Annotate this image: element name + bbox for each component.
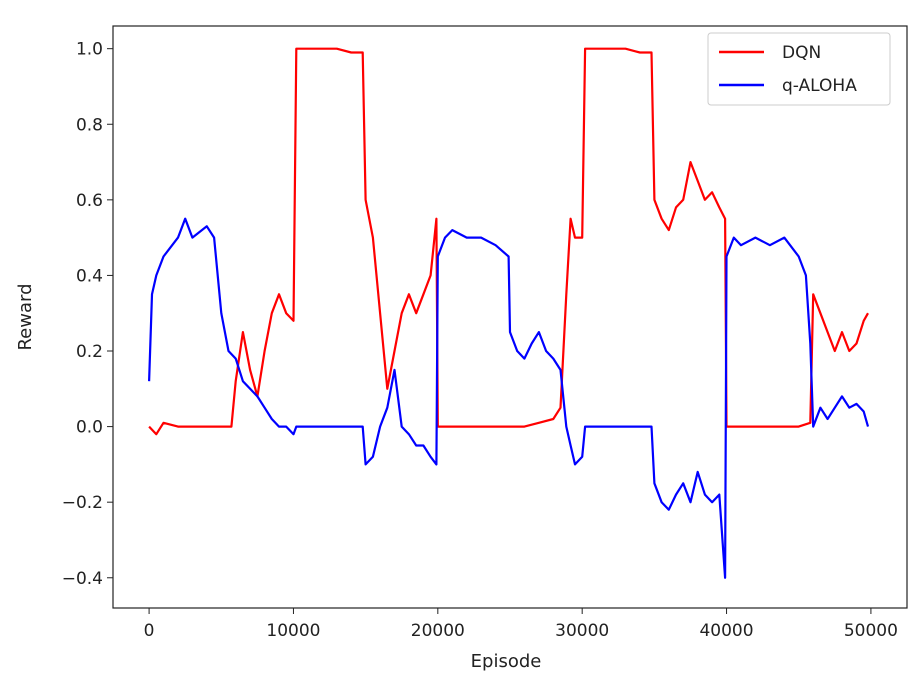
y-axis-label: Reward [15, 283, 36, 350]
x-axis-label: Episode [471, 651, 542, 672]
series-line-dqn [148, 47, 869, 436]
y-tick-label: 0.2 [76, 342, 103, 362]
y-tick-label: −0.4 [62, 569, 103, 589]
x-tick-label: 10000 [266, 621, 320, 641]
legend-label-dqn: DQN [782, 43, 821, 63]
x-tick-label: 50000 [844, 621, 898, 641]
x-tick-label: 30000 [555, 621, 609, 641]
x-tick-label: 40000 [699, 621, 753, 641]
x-tick-label: 20000 [411, 621, 465, 641]
legend-label-q-aloha: q-ALOHA [782, 76, 857, 96]
y-tick-label: 0.0 [76, 418, 103, 438]
y-tick-label: 0.4 [76, 266, 103, 286]
y-tick-label: 0.6 [76, 191, 103, 211]
y-tick-label: 0.8 [76, 115, 103, 135]
y-tick-label: 1.0 [76, 40, 103, 60]
legend: DQN q-ALOHA [707, 32, 891, 106]
series-line-q-aloha [148, 217, 870, 579]
x-tick-label: 0 [144, 621, 155, 641]
plot-frame [112, 25, 908, 609]
y-tick-label: −0.2 [62, 493, 103, 513]
